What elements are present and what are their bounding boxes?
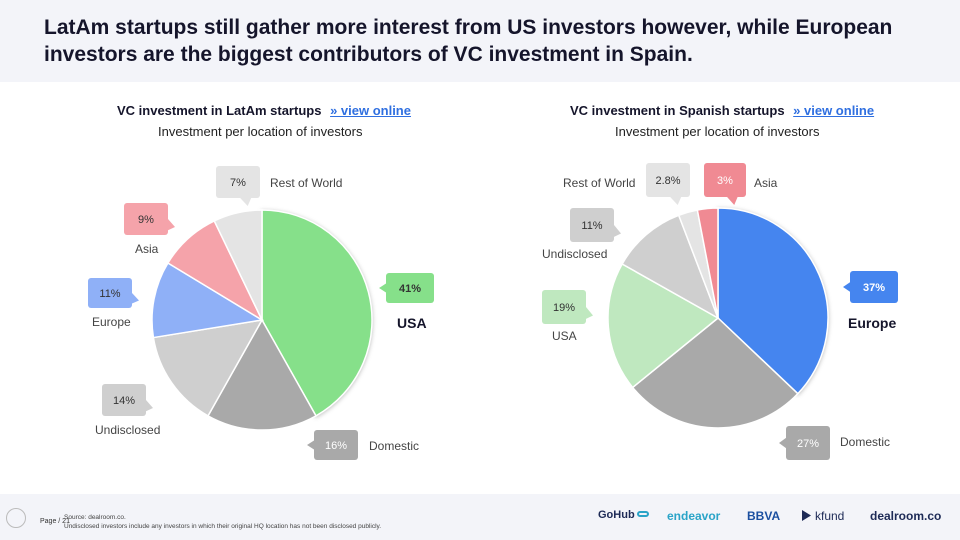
callout-box [102, 384, 146, 416]
pie-slice-asia [696, 207, 719, 319]
callout-undisclosed: 11% Undisclosed [542, 208, 621, 261]
pie-charts: 41% USA 16% Domestic 14% Undisclosed 11% Europe… [88, 163, 898, 460]
callout-tail [779, 437, 786, 449]
bbva-logo: BBVA [747, 509, 781, 523]
callout-tail [843, 282, 850, 292]
callout-tail [146, 400, 153, 412]
right-chart-subtitle: Investment per location of investors [615, 124, 820, 139]
callout-rest-of-world: 2.8% Rest of World [563, 163, 690, 205]
slice-name-label: Asia [754, 176, 778, 190]
pie-chart-latam: 41% USA 16% Domestic 14% Undisclosed 11% Europe… [88, 166, 434, 460]
right-chart-title: VC investment in Spanish startups » view… [570, 103, 874, 118]
left-view-online-link[interactable]: » view online [330, 103, 411, 118]
pie-slice-domestic [206, 318, 318, 431]
callout-box [704, 163, 746, 197]
callout-tail [307, 440, 314, 450]
callout-tail [379, 283, 386, 293]
pie-slice-usa [261, 209, 373, 417]
callout-box [850, 271, 898, 303]
callout-rest-of-world: 7% Rest of World [216, 166, 342, 206]
right-view-online-link[interactable]: » view online [793, 103, 875, 118]
source-line: Source: dealroom.co. [64, 514, 126, 521]
slice-value-label: 2.8% [655, 175, 680, 187]
slice-name-label: Domestic [369, 439, 419, 453]
callout-tail [132, 293, 139, 304]
slice-value-label: 41% [399, 283, 421, 295]
slice-name-label: Asia [135, 242, 159, 256]
slice-value-label: 14% [113, 395, 135, 407]
left-chart-title: VC investment in LatAm startups » view o… [117, 103, 411, 118]
source-note: Source: dealroom.co. Undisclosed investo… [64, 513, 381, 531]
callout-box [124, 203, 168, 235]
dealroom-logo: dealroom.co [870, 509, 942, 523]
slice-name-label: USA [552, 329, 577, 343]
callout-europe: 37% Europe [843, 271, 898, 331]
gohub-logo: GoHub [598, 509, 649, 521]
slice-value-label: 7% [230, 177, 246, 189]
slice-name-label: Undisclosed [542, 247, 607, 261]
pie-slice-usa [607, 262, 720, 389]
callout-box [386, 273, 434, 303]
endeavor-logo: endeavor [667, 509, 721, 523]
pie-chart-spain: 37% Europe 27% Domestic 19% USA 11% Undisclosed… [542, 163, 898, 460]
footer-band [0, 494, 960, 540]
callout-europe: 11% Europe [88, 278, 139, 329]
callout-box [570, 208, 614, 242]
callout-tail [670, 197, 682, 205]
slice-value-label: 27% [797, 438, 819, 450]
right-chart-title-text: VC investment in Spanish startups [570, 103, 785, 118]
slice-value-label: 37% [863, 282, 885, 294]
callout-tail [614, 225, 621, 237]
pie-slice-domestic [631, 317, 799, 429]
slice-name-label: Europe [848, 315, 896, 331]
callout-asia: 9% Asia [124, 203, 175, 256]
page-number: Page / 21 [40, 518, 70, 525]
callout-asia: 3% Asia [704, 163, 778, 205]
callout-domestic: 27% Domestic [779, 426, 890, 460]
slice-value-label: 16% [325, 440, 347, 452]
slice-value-label: 19% [553, 302, 575, 314]
slice-value-label: 3% [717, 175, 733, 187]
callout-box [88, 278, 132, 308]
callout-tail [586, 307, 593, 319]
slice-name-label: Rest of World [563, 176, 635, 190]
undisclosed-note: Undisclosed investors include any invest… [64, 523, 382, 530]
pie-slice-undisclosed [621, 214, 720, 320]
slice-name-label: Europe [92, 315, 131, 329]
page-headline: LatAm startups still gather more interes… [44, 16, 893, 66]
callout-tail [727, 197, 738, 205]
callout-usa: 19% USA [542, 290, 593, 343]
callout-box [646, 163, 690, 197]
callout-box [216, 166, 260, 198]
kfund-logo: kfund [802, 509, 844, 523]
header-band [0, 0, 960, 82]
slice-name-label: Undisclosed [95, 423, 160, 437]
slice-name-label: Rest of World [270, 176, 342, 190]
left-chart-subtitle: Investment per location of investors [158, 124, 363, 139]
pie-slice-europe [151, 261, 265, 339]
callout-usa: 41% USA [379, 273, 434, 331]
callout-box [542, 290, 586, 324]
left-chart-title-text: VC investment in LatAm startups [117, 103, 322, 118]
watermark-icon [6, 508, 26, 528]
callout-tail [240, 198, 252, 206]
callout-domestic: 16% Domestic [307, 430, 419, 460]
slice-value-label: 9% [138, 214, 154, 226]
slice-value-label: 11% [99, 288, 120, 300]
callout-box [314, 430, 358, 460]
callout-box [786, 426, 830, 460]
slice-value-label: 11% [581, 220, 602, 232]
pie-slice-undisclosed [152, 319, 264, 417]
callout-tail [168, 219, 175, 231]
slice-name-label: Domestic [840, 435, 890, 449]
callout-undisclosed: 14% Undisclosed [95, 384, 160, 437]
slice-name-label: USA [397, 315, 427, 331]
pie-slice-rest-of-world [213, 209, 263, 321]
pie-slice-europe [717, 207, 829, 395]
